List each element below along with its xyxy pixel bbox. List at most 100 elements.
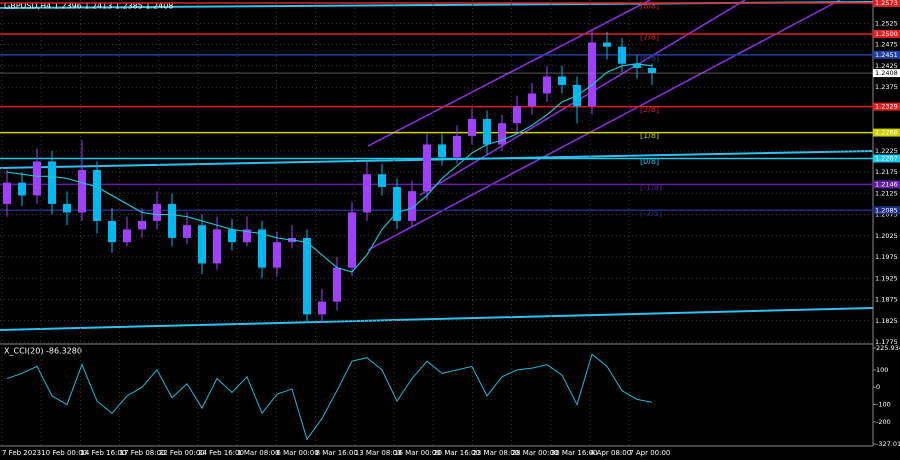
candle-body bbox=[423, 144, 431, 192]
current-price: 1.2408 bbox=[875, 69, 898, 77]
x-tick-label: 6 Mar 00:00 bbox=[276, 449, 318, 457]
indicator-title: X_CCI(20) -86.3280 bbox=[4, 347, 82, 356]
moving-average bbox=[6, 63, 653, 273]
y-tick-label: 1.2375 bbox=[875, 83, 898, 91]
candle-body bbox=[348, 212, 356, 268]
candle-body bbox=[603, 42, 611, 47]
x-tick-label: 4 Apr 08:00 bbox=[590, 449, 631, 457]
x-tick-label: 23 Mar 08:00 bbox=[472, 449, 519, 457]
level-tag: [8/8] bbox=[640, 2, 659, 11]
candle-body bbox=[393, 186, 401, 221]
candle-body bbox=[543, 76, 551, 94]
candle-body bbox=[408, 191, 416, 221]
candle-body bbox=[228, 229, 236, 243]
candle-body bbox=[453, 135, 461, 158]
trend-line bbox=[0, 307, 874, 331]
level-tag: [-1/8] bbox=[640, 183, 662, 192]
candle-body bbox=[588, 42, 596, 107]
candle-body bbox=[48, 161, 56, 204]
level-box bbox=[873, 30, 900, 39]
candle-body bbox=[123, 229, 131, 243]
candle-body bbox=[468, 118, 476, 136]
y-tick-label: 1.2175 bbox=[875, 168, 898, 176]
chart-title: GBPUSD,H4 1.2396 1.2413 1.2385 1.2408 bbox=[4, 2, 173, 11]
candle-body bbox=[213, 229, 221, 264]
y-tick-label: 1.2475 bbox=[875, 41, 898, 49]
candle-body bbox=[648, 67, 656, 74]
candle-body bbox=[63, 203, 71, 213]
level-box bbox=[873, 206, 900, 215]
candle-body bbox=[168, 203, 176, 238]
level-price: 1.2451 bbox=[875, 51, 898, 59]
level-tag: [1/8] bbox=[640, 131, 659, 140]
level-tag: [7/8] bbox=[640, 33, 659, 42]
level-box bbox=[873, 180, 900, 189]
indicator-line bbox=[6, 353, 653, 441]
candle-body bbox=[273, 242, 281, 268]
candle-body bbox=[318, 301, 326, 315]
candle-body bbox=[198, 225, 206, 264]
candle-body bbox=[258, 229, 266, 268]
candle-body bbox=[378, 174, 386, 187]
candle-body bbox=[303, 237, 311, 315]
candle-body bbox=[498, 123, 506, 145]
x-tick-label: 14 Feb 16:00 bbox=[80, 449, 126, 457]
y-tick-label: -327.0180 bbox=[876, 440, 900, 448]
y-tick-label: 1.1825 bbox=[875, 317, 898, 325]
level-box bbox=[873, 128, 900, 137]
level-tag: [6/8] bbox=[640, 53, 659, 62]
level-box bbox=[873, 50, 900, 59]
y-tick-label: 0 bbox=[876, 383, 880, 391]
level-price: 1.2500 bbox=[875, 30, 898, 38]
candle-body bbox=[363, 174, 371, 213]
candle-body bbox=[108, 220, 116, 243]
candle-body bbox=[483, 118, 491, 145]
candle-body bbox=[18, 182, 26, 196]
level-box bbox=[873, 102, 900, 111]
x-tick-label: 10 Feb 00:00 bbox=[41, 449, 87, 457]
candle-body bbox=[528, 93, 536, 107]
y-tick-label: 1.2225 bbox=[875, 147, 898, 155]
candle-body bbox=[633, 63, 641, 68]
trend-line bbox=[0, 150, 874, 169]
level-tag: [-2/8] bbox=[640, 209, 662, 218]
y-tick-label: -200 bbox=[876, 418, 891, 426]
level-price: 1.2146 bbox=[875, 180, 898, 188]
x-tick-label: 28 Mar 00:00 bbox=[512, 449, 559, 457]
level-price: 1.2085 bbox=[875, 206, 898, 214]
candle-body bbox=[243, 229, 251, 243]
candle-body bbox=[513, 106, 521, 124]
x-tick-label: 17 Feb 08:00 bbox=[120, 449, 166, 457]
candle-body bbox=[558, 76, 566, 85]
y-tick-label: 1.2075 bbox=[875, 211, 898, 219]
y-tick-label: 1.1775 bbox=[875, 338, 898, 346]
x-tick-label: 30 Mar 16:00 bbox=[551, 449, 598, 457]
level-price: 1.2268 bbox=[875, 129, 898, 137]
x-tick-label: 16 Mar 00:00 bbox=[394, 449, 441, 457]
candle-body bbox=[78, 169, 86, 213]
level-price: 1.2329 bbox=[875, 103, 898, 111]
candle-body bbox=[333, 267, 341, 302]
y-tick-label: 1.1975 bbox=[875, 253, 898, 261]
candle-body bbox=[183, 225, 191, 238]
candle-body bbox=[153, 203, 161, 221]
candle-body bbox=[138, 220, 146, 230]
y-tick-label: 1.1925 bbox=[875, 274, 898, 282]
candle-body bbox=[3, 182, 11, 204]
y-tick-label: 1.2525 bbox=[875, 19, 898, 27]
candle-body bbox=[438, 144, 446, 158]
channel-middle bbox=[419, 0, 746, 196]
level-box bbox=[873, 154, 900, 163]
y-tick-label: 100 bbox=[876, 366, 888, 374]
level-tag: [0/8] bbox=[640, 157, 659, 166]
y-tick-label: 1.2025 bbox=[875, 232, 898, 240]
candle-body bbox=[33, 161, 41, 196]
y-tick-label: 1.1875 bbox=[875, 296, 898, 304]
y-tick-label: 1.2425 bbox=[875, 62, 898, 70]
candle-body bbox=[618, 46, 626, 64]
level-price: 1.2573 bbox=[875, 0, 898, 7]
x-tick-label: 8 Mar 16:00 bbox=[316, 449, 358, 457]
y-tick-label: 1.2125 bbox=[875, 189, 898, 197]
